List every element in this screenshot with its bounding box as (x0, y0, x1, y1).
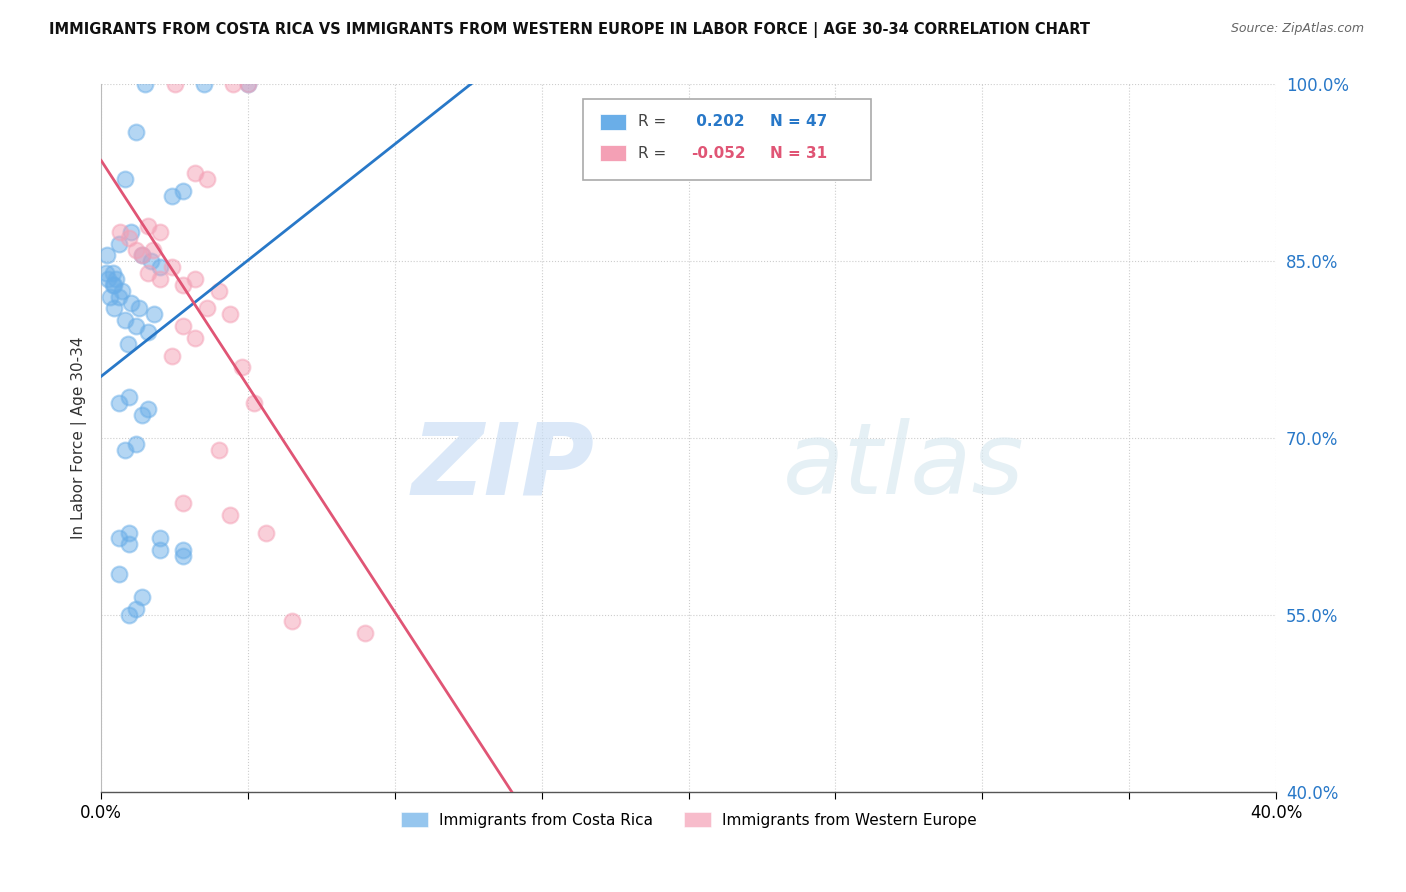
Text: N = 31: N = 31 (769, 145, 827, 161)
Point (136, 219, 159, 233)
Point (149, 272, 172, 286)
Point (172, 543, 194, 558)
FancyBboxPatch shape (600, 145, 626, 161)
Point (172, 549, 194, 563)
Point (236, 78, 259, 92)
Point (195, 301, 218, 316)
Point (114, 442, 136, 457)
Point (94, 266, 117, 280)
Y-axis label: In Labor Force | Age 30-34: In Labor Force | Age 30-34 (72, 337, 87, 540)
Point (184, 166, 207, 180)
Point (125, 437, 148, 451)
Point (172, 184, 194, 198)
Point (107, 566, 129, 581)
Point (184, 331, 207, 345)
Text: R =: R = (638, 114, 671, 129)
Point (101, 266, 124, 280)
Point (104, 272, 127, 286)
Point (117, 336, 139, 351)
Point (254, 525, 277, 540)
Text: Source: ZipAtlas.com: Source: ZipAtlas.com (1230, 22, 1364, 36)
Point (231, 360, 253, 375)
Point (184, 272, 207, 286)
Legend: Immigrants from Costa Rica, Immigrants from Western Europe: Immigrants from Costa Rica, Immigrants f… (395, 805, 983, 834)
Point (207, 442, 229, 457)
Point (118, 525, 141, 540)
Point (207, 284, 229, 298)
Point (111, 284, 134, 298)
Point (107, 532, 129, 546)
Point (118, 390, 141, 404)
FancyBboxPatch shape (600, 114, 626, 129)
Point (96, 248, 118, 262)
Point (131, 408, 153, 422)
Point (120, 295, 142, 310)
Point (136, 325, 159, 339)
Point (118, 608, 141, 623)
Point (195, 171, 218, 186)
Point (103, 277, 125, 292)
Point (193, 78, 215, 92)
Point (101, 277, 124, 292)
Point (281, 614, 304, 628)
Point (134, 78, 156, 92)
Point (118, 231, 141, 245)
Point (163, 78, 186, 92)
Point (136, 401, 159, 416)
Point (131, 248, 153, 262)
Point (141, 243, 163, 257)
Point (103, 301, 125, 316)
Point (125, 243, 148, 257)
Point (243, 396, 266, 410)
Point (125, 319, 148, 334)
Point (97, 272, 120, 286)
Point (107, 396, 129, 410)
Point (125, 125, 148, 139)
Text: atlas: atlas (783, 418, 1024, 515)
Point (222, 78, 245, 92)
Point (131, 591, 153, 605)
Point (114, 171, 136, 186)
Point (354, 625, 377, 640)
Point (149, 260, 172, 275)
Point (107, 236, 129, 251)
Point (236, 78, 259, 92)
Point (136, 266, 159, 280)
Point (120, 225, 142, 239)
Point (98, 290, 121, 304)
Text: -0.052: -0.052 (690, 145, 745, 161)
Point (110, 225, 132, 239)
Text: ZIP: ZIP (412, 418, 595, 515)
Point (125, 602, 148, 616)
Point (219, 508, 242, 522)
Point (107, 290, 129, 304)
Point (172, 277, 194, 292)
Point (149, 543, 172, 558)
Point (219, 307, 242, 321)
Text: R =: R = (638, 145, 671, 161)
Text: 0.202: 0.202 (690, 114, 745, 129)
Point (149, 532, 172, 546)
Text: N = 47: N = 47 (769, 114, 827, 129)
Point (143, 307, 166, 321)
Point (139, 254, 162, 268)
Point (172, 496, 194, 510)
Point (128, 301, 150, 316)
Point (118, 537, 141, 551)
FancyBboxPatch shape (583, 99, 870, 180)
Text: IMMIGRANTS FROM COSTA RICA VS IMMIGRANTS FROM WESTERN EUROPE IN LABOR FORCE | AG: IMMIGRANTS FROM COSTA RICA VS IMMIGRANTS… (49, 22, 1090, 38)
Point (149, 225, 172, 239)
Point (172, 319, 194, 334)
Point (160, 189, 183, 203)
Point (160, 260, 183, 275)
Point (160, 349, 183, 363)
Point (131, 248, 153, 262)
Point (114, 313, 136, 327)
